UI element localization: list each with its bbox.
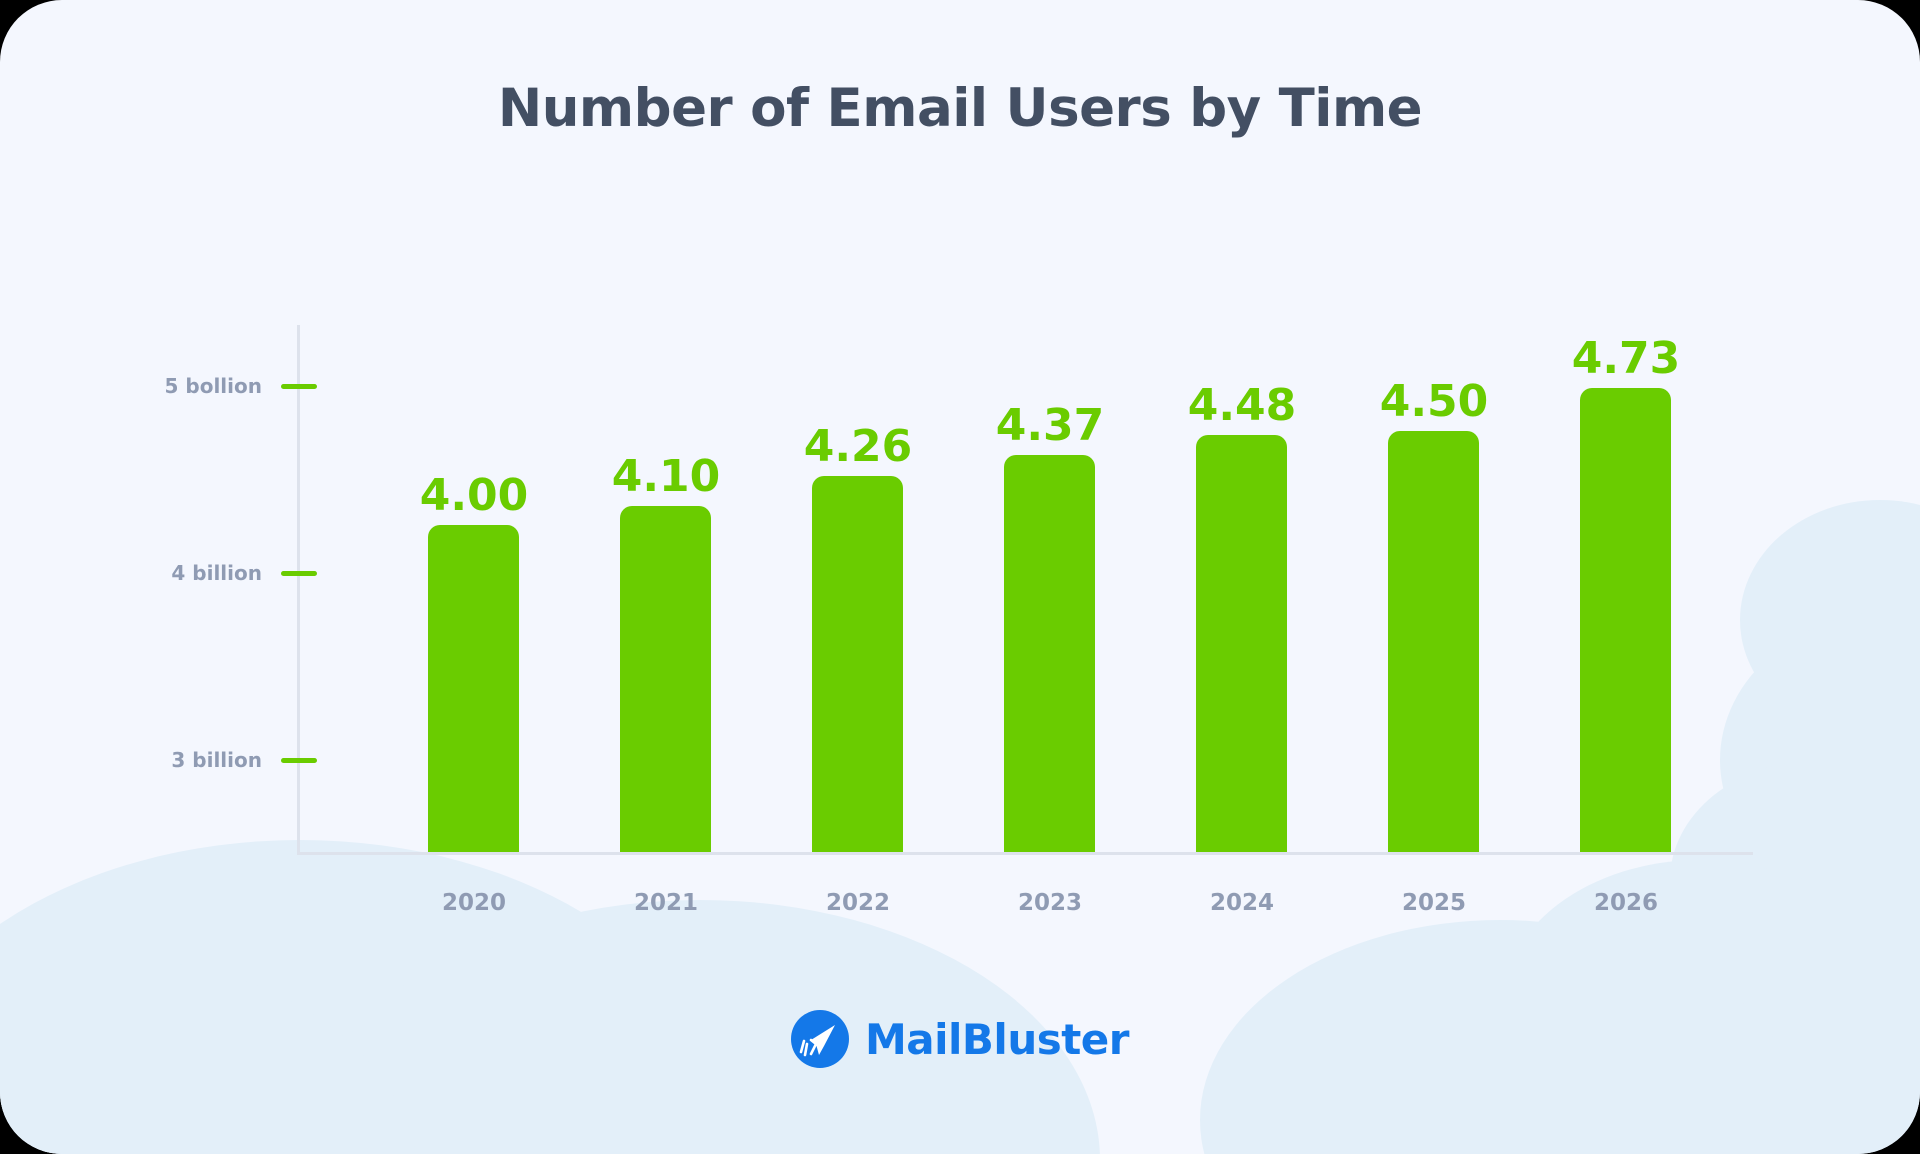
bar-2024[interactable] bbox=[1196, 435, 1287, 852]
y-tick-label-3: 3 billion bbox=[171, 748, 262, 772]
bar-value-2022: 4.26 bbox=[803, 421, 913, 472]
bar-value-2020: 4.00 bbox=[419, 470, 529, 521]
x-axis-label-2023: 2023 bbox=[1017, 890, 1082, 916]
bar-value-2024: 4.48 bbox=[1187, 380, 1297, 431]
x-axis-label-2025: 2025 bbox=[1401, 890, 1466, 916]
y-tick-mark-3 bbox=[281, 758, 317, 763]
bar-value-2021: 4.10 bbox=[611, 451, 721, 502]
bar-value-2025: 4.50 bbox=[1379, 376, 1489, 427]
brand-logo: MailBluster bbox=[0, 1010, 1920, 1068]
x-axis-label-2021: 2021 bbox=[633, 890, 698, 916]
y-tick-mark-4 bbox=[281, 571, 317, 576]
bar-2020[interactable] bbox=[428, 525, 519, 852]
brand-wordmark: MailBluster bbox=[864, 1014, 1130, 1064]
x-axis-label-2026: 2026 bbox=[1593, 890, 1658, 916]
bar-2022[interactable] bbox=[812, 476, 903, 852]
x-axis-baseline bbox=[297, 852, 1753, 855]
bar-2023[interactable] bbox=[1004, 455, 1095, 852]
bar-value-2023: 4.37 bbox=[995, 400, 1105, 451]
y-tick-mark-5 bbox=[281, 384, 317, 389]
x-axis-label-2022: 2022 bbox=[825, 890, 890, 916]
bar-value-2026: 4.73 bbox=[1571, 333, 1681, 384]
x-axis-label-2024: 2024 bbox=[1209, 890, 1274, 916]
y-tick-label-4: 4 billion bbox=[171, 561, 262, 585]
y-tick-label-5: 5 bollion bbox=[164, 374, 262, 398]
paper-plane-circle-icon bbox=[790, 1010, 849, 1068]
bar-2025[interactable] bbox=[1388, 431, 1479, 852]
page-title: Number of Email Users by Time bbox=[497, 78, 1423, 139]
bar-2021[interactable] bbox=[620, 506, 711, 852]
x-axis-label-2020: 2020 bbox=[441, 890, 506, 916]
bar-2026[interactable] bbox=[1580, 388, 1671, 852]
y-axis-line bbox=[297, 325, 300, 854]
